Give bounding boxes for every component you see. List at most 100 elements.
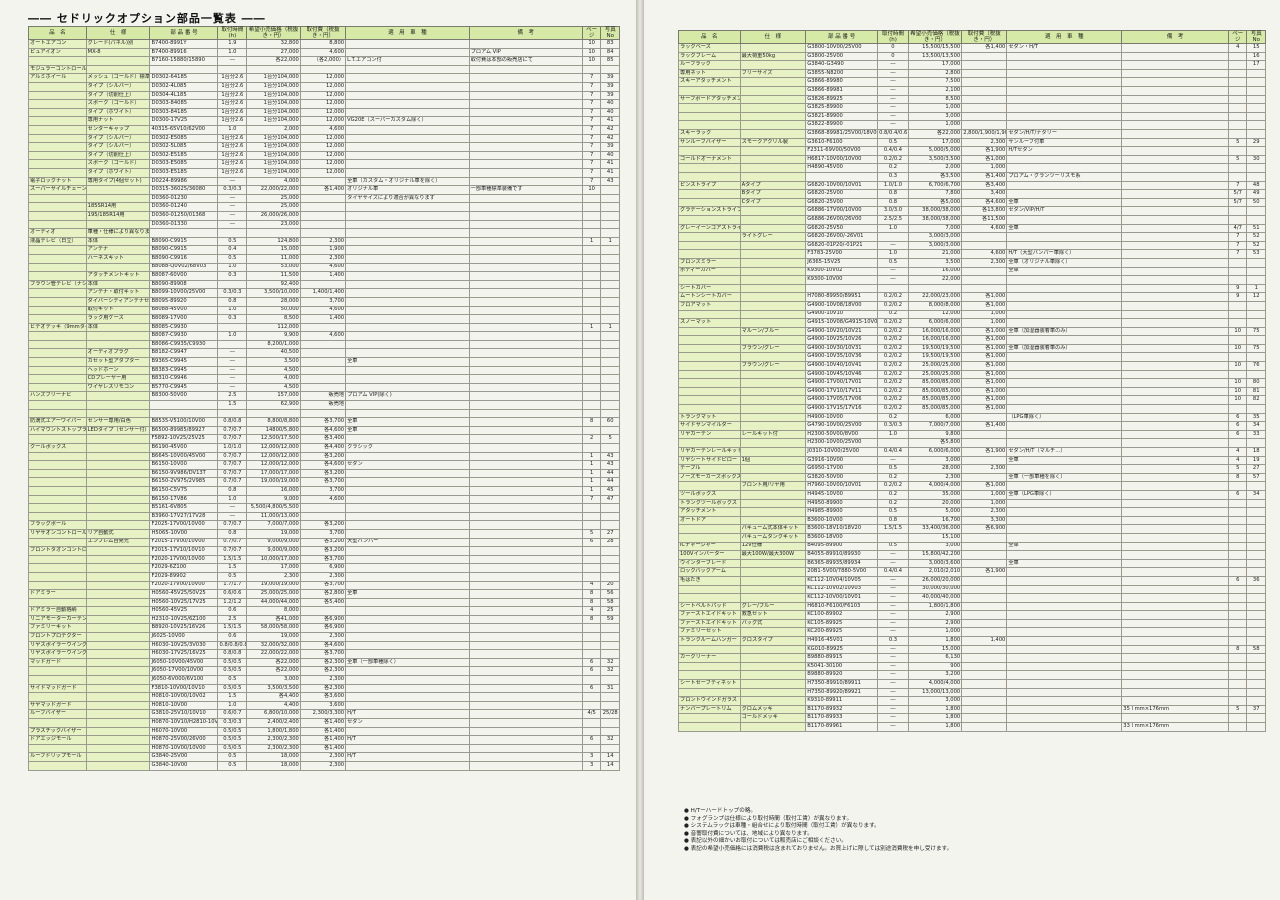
cell-item-name: 液晶テレビ（日立） [28, 236, 87, 247]
cell-item-name [28, 468, 87, 479]
cell-page-ref [1227, 214, 1248, 225]
cell-spec: マルーン/ブルー [739, 326, 807, 337]
table-row: KG010-89925 ― 15,000 8 58 [678, 644, 1266, 655]
cell-photo-no [1246, 68, 1266, 79]
table-row: 専用ネット フリーサイズ G3855-N8200 ― 2,800 [678, 68, 1266, 79]
table-row: フラッグポール F2025-17V00/10V00 0.7/0.7 7,000/7,0… [28, 520, 620, 530]
cell-applicable-model [1006, 86, 1123, 96]
cell-applicable-model [1006, 722, 1123, 732]
cell-part-number: D0302-5L085 [149, 142, 219, 152]
cell-item-name [678, 722, 741, 732]
cell-remarks [1121, 610, 1229, 620]
cell-part-number: D0303-84185 [149, 107, 219, 118]
cell-photo-no [600, 296, 620, 307]
cell-item-name [678, 103, 741, 113]
cell-item-name [28, 743, 87, 754]
cell-page-ref [1227, 369, 1248, 380]
column-header-part-number: 部 品 番 号 [149, 26, 219, 41]
cell-install-fee [961, 266, 1008, 277]
table-row: G4900-17V00/17V01 0.2/0.2 85,000/85,000 各1,… [678, 378, 1266, 388]
cell-applicable-model [345, 331, 470, 341]
cell-item-name [28, 374, 87, 384]
cell-install-time: 1.5 [217, 400, 248, 410]
cell-install-time: 0 [877, 43, 909, 53]
cell-item-name: ゴールドオーナメント [678, 154, 741, 165]
cell-retail-price: 各22,000 [246, 657, 301, 668]
cell-install-fee: 各3,200 [299, 468, 347, 479]
cell-photo-no [600, 271, 620, 281]
cell-photo-no [600, 632, 620, 642]
cell-install-fee: 各1,000 [961, 404, 1008, 414]
cell-applicable-model [1006, 438, 1123, 448]
cell-item-name [678, 111, 741, 122]
cell-part-number: G3826-89925 [805, 94, 879, 105]
cell-item-name: アタッチメント [678, 507, 741, 517]
cell-item-name: 電子ロックナット [28, 176, 87, 187]
table-row: サイドサンマイルダー G4790-10V00/25V00 0.3/0.3 7,000/… [678, 421, 1266, 431]
cell-applicable-model: VG20E（スーパーカスタム除く） [345, 116, 470, 127]
cell-install-fee [299, 176, 347, 187]
cell-applicable-model [1006, 154, 1123, 165]
cell-photo-no: 76 [1246, 361, 1266, 371]
cell-applicable-model [345, 597, 470, 608]
cell-spec: 取付キット [85, 305, 151, 316]
cell-photo-no: 15 [1246, 43, 1266, 53]
cell-retail-price: 12,500/17,500 [246, 434, 301, 444]
cell-applicable-model [345, 580, 470, 591]
cell-spec [739, 378, 807, 388]
cell-photo-no [600, 64, 620, 75]
cell-retail-price: 1台分104,000 [246, 90, 301, 101]
cell-install-fee [299, 511, 347, 522]
cell-install-time: 1.0/1.0 [217, 443, 248, 453]
cell-spec [739, 206, 807, 216]
column-header-page-ref: ページ [1227, 30, 1248, 45]
table-row: リヤカーテンレールキット J0310-10V00/25V00 0.4/0.4 6,00… [678, 447, 1266, 457]
cell-item-name [678, 438, 741, 448]
cell-spec [85, 468, 151, 479]
cell-item-name [28, 271, 87, 281]
table-row: フロアマット G4900-10V08/18V00 0.2/0.2 8,000/8,00… [678, 300, 1266, 311]
table-row: オートエアコン グレード(パネル)別 B7400-8991Y 1.9 32,800 8,8… [28, 39, 620, 49]
cell-page-ref: 1 [581, 460, 602, 470]
cell-install-time: ― [877, 60, 909, 70]
cell-photo-no: 59 [600, 614, 620, 625]
cell-remarks [468, 391, 583, 402]
table-row: F5892-10V25/25V25 0.7/0.7 12,500/17,500 各3,… [28, 434, 620, 444]
cell-retail-price: 26,000/26,000 [246, 210, 301, 221]
cell-applicable-model: H/T [345, 752, 470, 762]
table-row: フロントプロテクター J6025-10V00 0.6 19,000 2,300 [28, 632, 620, 642]
table-row: B6150-10V00 0.7/0.7 12,000/12,000 各4,600 セダン… [28, 460, 620, 470]
cell-applicable-model [1006, 189, 1123, 199]
cell-spec [739, 94, 807, 105]
cell-install-fee [961, 429, 1008, 440]
cell-applicable-model [345, 159, 470, 169]
cell-page-ref: 7 [581, 159, 602, 169]
cell-install-fee [961, 94, 1008, 105]
cell-install-time: 1台分2.6 [217, 142, 248, 152]
cell-part-number: G4915-10V08/G4915-10V00 [805, 318, 879, 328]
cell-photo-no [600, 357, 620, 367]
cell-applicable-model [1006, 51, 1123, 62]
cell-item-name [678, 481, 741, 491]
cell-part-number: G3820-50V00 [805, 472, 879, 483]
cell-retail-price: 28,000 [246, 296, 301, 307]
cell-page-ref [1227, 352, 1248, 363]
column-header-spec: 仕 様 [85, 26, 151, 41]
cell-retail-price: 4,400 [246, 700, 301, 711]
cell-install-fee: （各2,000） [299, 56, 347, 66]
cell-photo-no [1246, 696, 1266, 706]
cell-page-ref: 4 [581, 580, 602, 591]
cell-install-fee: 4,600 [299, 305, 347, 316]
cell-install-fee: 各1,400 [961, 421, 1008, 431]
cell-photo-no [1246, 129, 1266, 139]
cell-applicable-model: 全車（LPG車除く） [1006, 489, 1123, 500]
cell-install-fee: 1,400 [299, 271, 347, 281]
cell-applicable-model [1006, 94, 1123, 105]
cell-page-ref [581, 202, 602, 212]
cell-retail-price: 900 [907, 661, 963, 672]
cell-install-time: 0.5/0.5 [217, 683, 248, 694]
cell-install-time: 0.3/0.3 [217, 288, 248, 298]
cell-install-fee: 各11,500 [961, 214, 1008, 225]
cell-install-fee: 2,300/3,300 [299, 709, 347, 719]
